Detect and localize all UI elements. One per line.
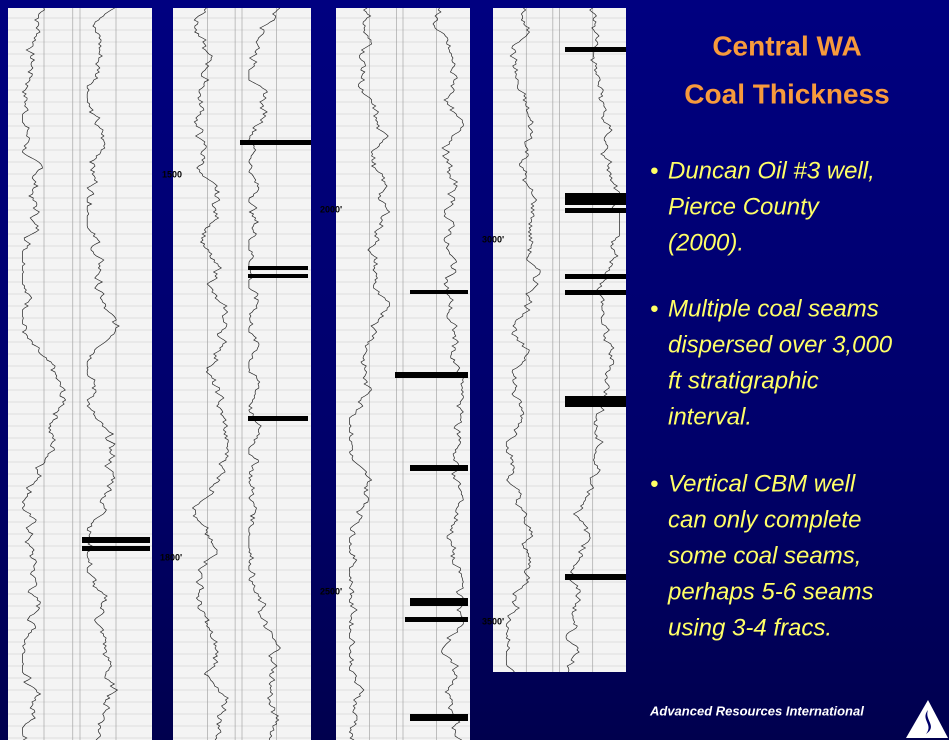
coal-bar [410,290,468,294]
coal-bar [395,372,468,378]
coal-bar [565,574,626,580]
slide: 1500 1800' 2000' 2500' 3000' 3500' Centr… [0,0,949,740]
coal-bar [565,47,626,52]
bullet-line: interval. [668,403,752,430]
footer: Advanced Resources International [649,703,864,718]
coal-bar [565,274,626,279]
coal-bar [410,598,468,606]
bullet-dot: • [650,295,658,322]
title: Central WA [712,30,861,61]
bullet-line: some coal seams, [668,542,861,569]
depth-label: 1500 [162,169,182,179]
coal-bar [405,617,468,622]
bullet-line: (2000). [668,229,744,256]
coal-bar [248,274,308,278]
coal-bar [410,714,468,721]
coal-bar [240,140,311,145]
slide-canvas: 1500 1800' 2000' 2500' 3000' 3500' Centr… [0,0,949,740]
bullet-line: Multiple coal seams [668,295,879,322]
depth-label: 3000' [482,234,504,244]
depth-label: 2500' [320,586,342,596]
bullet-line: Duncan Oil #3 well, [668,157,875,184]
bullet-dot: • [650,470,658,497]
bullet-line: ft stratigraphic [668,367,819,394]
logo [906,700,948,738]
depth-label: 3500' [482,616,504,626]
depth-label: 1800' [160,552,182,562]
title: Coal Thickness [684,78,889,109]
bullet-line: Vertical CBM well [668,470,856,497]
well-logs [8,8,626,740]
coal-bar [565,290,626,295]
coal-bar [565,396,626,407]
bullet-line: Pierce County [668,193,821,220]
bullet-list: • Duncan Oil #3 well, Pierce County (2000).… [650,157,893,641]
coal-bar [248,266,308,270]
bullet-dot: • [650,157,658,184]
coal-bar [410,465,468,471]
bullet-line: dispersed over 3,000 [668,331,893,358]
bullet-line: can only complete [668,506,861,533]
coal-bar [82,537,150,543]
coal-bar [565,193,626,205]
coal-bar [248,416,308,421]
bullet-line: perhaps 5-6 seams [667,578,873,605]
bullet-line: using 3-4 fracs. [668,614,832,641]
depth-label: 2000' [320,204,342,214]
coal-bar [82,546,150,551]
coal-bar [565,208,626,213]
